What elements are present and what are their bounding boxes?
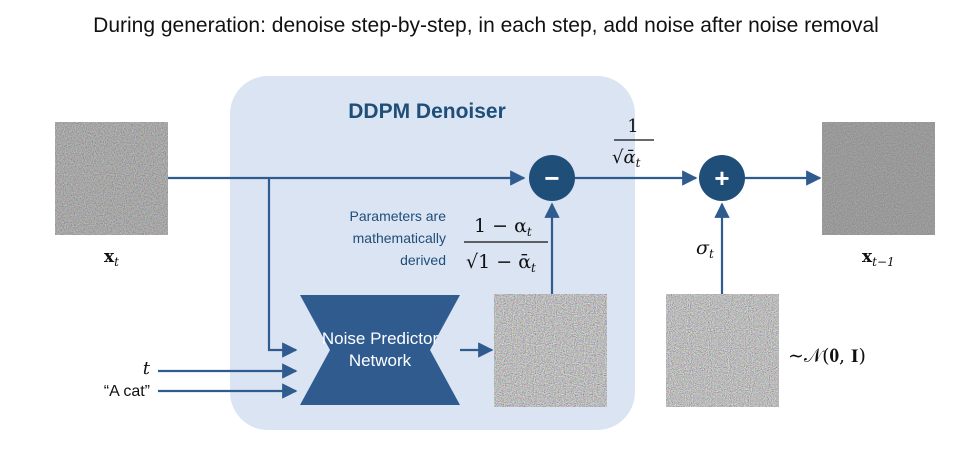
gaussian-distribution-label: ∼𝒩(𝟎, 𝐈) <box>788 345 866 367</box>
noise-predictor-network <box>300 295 460 405</box>
output-image-label: xt−1 <box>862 247 895 269</box>
params-note-line3: derived <box>400 252 446 268</box>
params-note-line1: Parameters are <box>350 208 447 224</box>
input-image-label: xt <box>104 247 119 269</box>
add-symbol: + <box>714 163 729 193</box>
sampled-noise-image <box>666 294 779 407</box>
input-image-subscript: t <box>114 255 119 269</box>
noise-coefficient: 1 − αt √1 − ᾱt <box>464 215 548 275</box>
ddpm-denoiser-label: DDPM Denoiser <box>348 100 506 123</box>
add-node <box>699 155 745 201</box>
network-label-line2: Network <box>349 351 412 370</box>
subtract-symbol: − <box>544 163 559 193</box>
output-denoised-image <box>822 122 935 235</box>
sigma-label: σt <box>696 237 714 261</box>
diagram-title: During generation: denoise step-by-step,… <box>93 14 879 37</box>
input-noisy-image <box>55 122 168 235</box>
input-prompt-label: “A cat” <box>104 383 150 400</box>
input-t-label: t <box>143 358 151 379</box>
arrow-xt-to-network <box>267 178 298 358</box>
subtract-node <box>529 155 575 201</box>
scale-coef-denominator: √ᾱt <box>612 147 641 170</box>
noise-coef-numerator: 1 − αt <box>474 215 532 239</box>
scale-coefficient: 1 √ᾱt <box>612 116 654 170</box>
noise-coef-denominator: √1 − ᾱt <box>466 251 536 275</box>
output-image-subscript: t−1 <box>872 255 895 269</box>
params-note-line2: mathematically <box>353 230 446 246</box>
predicted-noise-image <box>494 294 607 407</box>
scale-coef-numerator: 1 <box>627 116 638 137</box>
network-label-line1: Noise Predictor <box>322 329 439 348</box>
